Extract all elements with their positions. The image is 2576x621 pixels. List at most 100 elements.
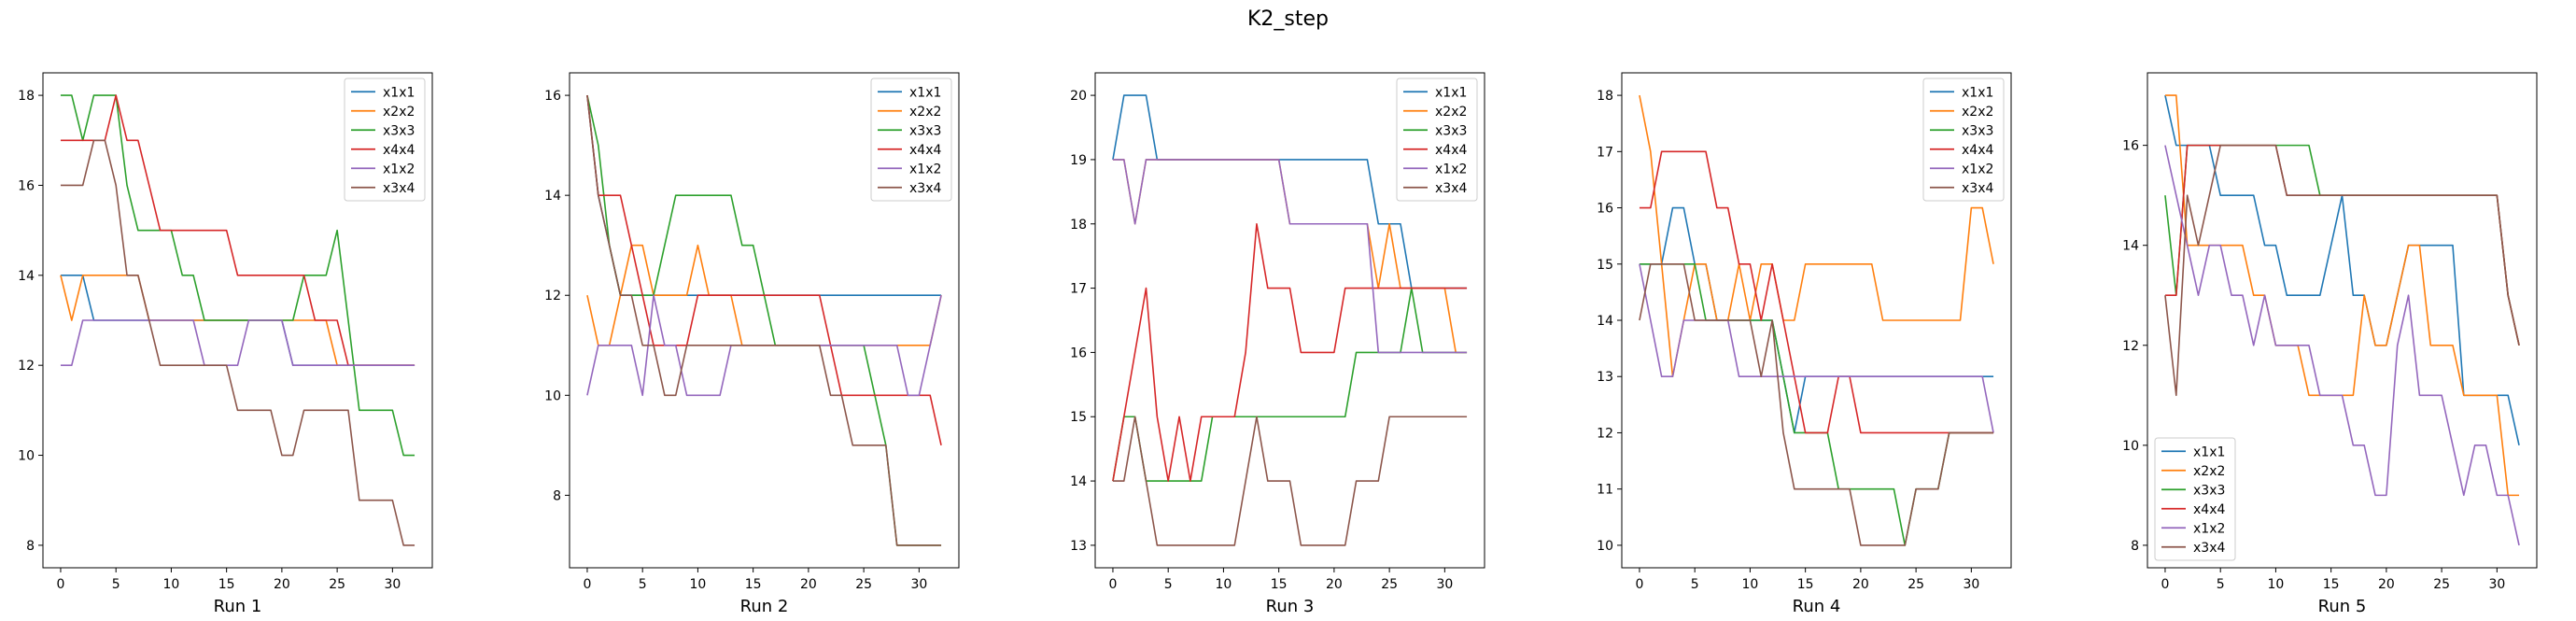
y-tick-label: 20 [1070,89,1087,104]
y-tick-label: 16 [1070,346,1087,360]
legend-label-x1x1: x1x1 [2193,445,2225,459]
legend-label-x4x4: x4x4 [1962,143,1993,158]
legend-label-x1x1: x1x1 [1962,85,1993,100]
series-line-x4x4 [1639,150,1994,434]
legend-label-x1x2: x1x2 [1962,162,1993,176]
y-tick-label: 17 [1597,145,1613,160]
y-tick-label: 14 [18,269,35,284]
y-tick-label: 16 [544,89,561,104]
x-tick-label: 15 [1271,577,1288,592]
x-tick-label: 20 [1326,577,1343,592]
y-tick-label: 17 [1070,282,1087,297]
y-tick-label: 16 [18,178,35,193]
axes-frame [42,72,433,569]
x-tick-label: 0 [1635,577,1643,592]
y-tick-label: 8 [553,488,561,503]
series-line-x3x4 [2164,144,2520,397]
legend-label-x1x1: x1x1 [383,85,415,100]
x-axis-label: Run 3 [1266,597,1315,616]
y-tick-label: 14 [2122,239,2139,254]
x-tick-label: 5 [639,577,647,592]
x-axis-label: Run 5 [2318,597,2367,616]
axes-frame [569,72,960,569]
legend-label-x3x3: x3x3 [383,123,415,138]
x-tick-label: 10 [163,577,180,592]
x-tick-label: 10 [690,577,707,592]
x-tick-label: 0 [2161,577,2169,592]
x-tick-label: 25 [1907,577,1924,592]
legend-box [344,78,426,202]
legend-label-x1x2: x1x2 [909,162,941,176]
series-line-x3x4 [1639,262,1994,546]
y-tick-label: 13 [1070,539,1087,554]
series-line-x3x4 [60,139,415,546]
legend-label-x2x2: x2x2 [909,105,941,120]
x-tick-label: 15 [218,577,235,592]
y-tick-label: 18 [18,89,35,104]
legend-label-x1x2: x1x2 [2193,521,2225,536]
x-tick-label: 30 [1963,577,1979,592]
y-tick-label: 13 [1597,370,1613,385]
legend-label-x2x2: x2x2 [1962,105,1993,120]
y-tick-label: 8 [26,539,35,554]
y-tick-label: 15 [1070,410,1087,425]
legend-label-x3x4: x3x4 [383,181,415,196]
x-tick-label: 30 [1436,577,1453,592]
x-axis-label: Run 2 [740,597,789,616]
y-tick-label: 14 [1070,474,1087,489]
y-tick-label: 10 [1597,539,1613,554]
legend-label-x3x4: x3x4 [909,181,941,196]
y-tick-label: 19 [1070,153,1087,168]
figure-title: K2_step [1247,7,1329,31]
y-tick-label: 11 [1597,483,1613,498]
legend-label-x4x4: x4x4 [2193,502,2225,517]
legend-box [1922,78,2005,202]
legend-label-x2x2: x2x2 [1435,105,1467,120]
series-line-x4x4 [586,95,942,446]
x-tick-label: 15 [1797,577,1814,592]
series-line-x1x2 [1112,159,1468,354]
x-axis-label: Run 4 [1793,597,1841,616]
x-tick-label: 0 [1108,577,1117,592]
legend-label-x2x2: x2x2 [383,105,415,120]
y-tick-label: 8 [2131,539,2139,554]
legend: x1x1 x2x2 x3x3 x4x4 x1x2 x3x4 [870,78,952,202]
legend: x1x1 x2x2 x3x3 x4x4 x1x2 x3x4 [1396,78,1478,202]
y-tick-label: 12 [1597,426,1613,441]
legend-label-x4x4: x4x4 [1435,143,1467,158]
y-tick-label: 10 [544,388,561,403]
series-line-x3x3 [60,94,415,457]
x-tick-label: 5 [112,577,120,592]
legend-box [870,78,952,202]
y-tick-label: 14 [544,189,561,204]
series-line-x3x4 [1112,416,1468,546]
x-tick-label: 10 [2268,577,2285,592]
subplot-3: 0 5 10 15 20 25 30 13 14 15 16 17 18 19 20 Run 3 x1x1 x2x… [1070,72,1485,616]
x-tick-label: 0 [583,577,591,592]
legend-label-x3x4: x3x4 [2193,541,2225,556]
legend-label-x4x4: x4x4 [383,143,415,158]
subplot-5: 0 5 10 15 20 25 30 8 10 12 14 16 Run 5 x1x1 x2x2 x3x3 x4… [2122,72,2538,616]
series-line-x3x4 [586,95,942,546]
y-tick-label: 12 [18,359,35,374]
x-tick-label: 5 [1691,577,1699,592]
x-tick-label: 20 [274,577,290,592]
x-tick-label: 25 [855,577,872,592]
subplot-2: 0 5 10 15 20 25 30 8 10 12 14 16 Run 2 x1x1 x2x2 x3x3 x4… [544,72,960,616]
legend-label-x3x4: x3x4 [1435,181,1467,196]
x-tick-label: 15 [2323,577,2340,592]
x-tick-label: 20 [800,577,817,592]
x-tick-label: 25 [329,577,345,592]
legend-label-x4x4: x4x4 [909,143,941,158]
y-tick-label: 16 [2122,139,2139,154]
x-tick-label: 25 [2433,577,2450,592]
legend-label-x3x3: x3x3 [909,123,941,138]
legend: x1x1 x2x2 x3x3 x4x4 x1x2 x3x4 [1922,78,2005,202]
legend: x1x1 x2x2 x3x3 x4x4 x1x2 x3x4 [2154,437,2236,561]
series-line-x1x2 [60,319,415,366]
series-line-x1x2 [2164,145,2520,546]
x-tick-label: 10 [1742,577,1759,592]
